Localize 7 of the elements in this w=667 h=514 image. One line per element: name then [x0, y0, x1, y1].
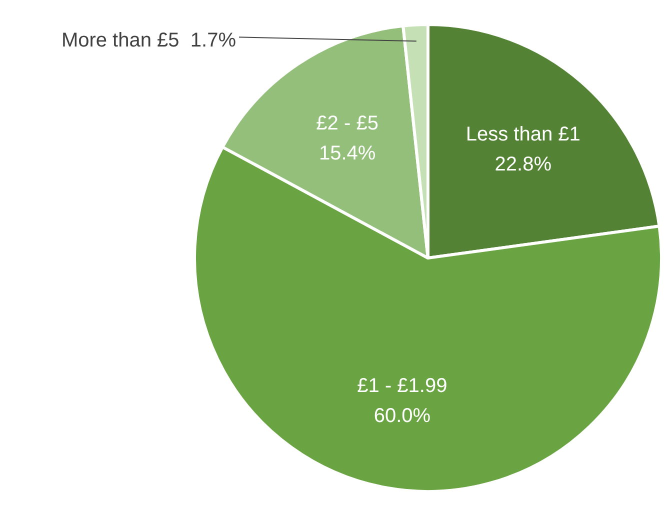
slice-label: £2 - £5 [316, 112, 378, 134]
data-label: 60.0% [374, 404, 431, 427]
data-label: 15.4% [318, 142, 376, 164]
slice-label: £1 - £1.99 [357, 374, 448, 397]
slice-label: More than £5 1.7% [61, 30, 236, 52]
slice-label: Less than £1 [466, 123, 580, 146]
data-label: 22.8% [494, 153, 552, 176]
